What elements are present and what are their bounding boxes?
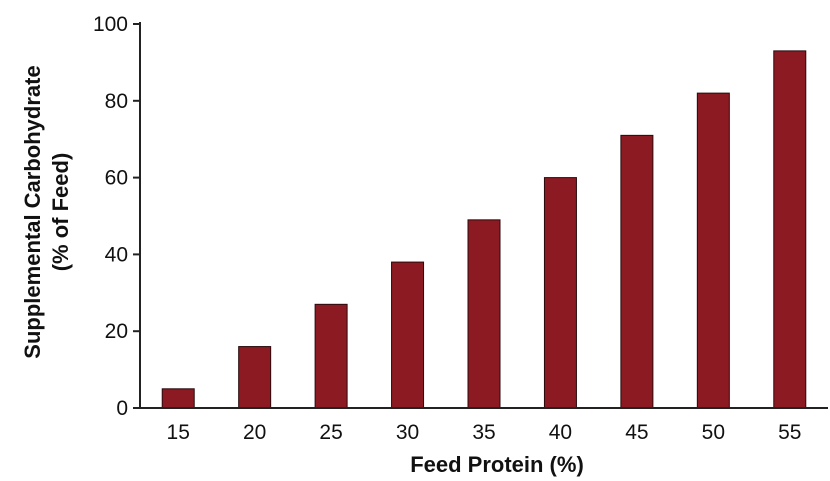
y-tick-label: 100 — [93, 13, 128, 36]
bar-50 — [696, 92, 730, 409]
x-tick-label: 35 — [472, 421, 495, 444]
bar-20 — [238, 346, 272, 409]
bar-40 — [543, 177, 577, 409]
y-ticks: 0 20 40 60 80 100 — [93, 13, 140, 420]
y-axis-title: Supplemental Carbohydrate (% of Feed) — [20, 65, 73, 358]
y-tick-label: 60 — [105, 167, 128, 190]
bar-45 — [620, 134, 654, 409]
x-tick-label: 55 — [778, 421, 801, 444]
y-tick-label: 40 — [105, 243, 128, 266]
x-ticks: 15 20 25 30 35 40 45 50 55 — [167, 421, 802, 444]
y-axis-title-line-2: (% of Feed) — [48, 153, 73, 272]
y-tick-label: 20 — [105, 320, 128, 343]
x-tick-label: 30 — [396, 421, 419, 444]
y-axis-title-line-1: Supplemental Carbohydrate — [20, 65, 45, 358]
x-tick-label: 25 — [319, 421, 342, 444]
bar-25 — [314, 303, 348, 409]
x-tick-label: 45 — [625, 421, 648, 444]
x-axis-title: Feed Protein (%) — [410, 452, 584, 477]
bar-30 — [391, 261, 425, 409]
x-tick-label: 20 — [243, 421, 266, 444]
y-tick-label: 0 — [116, 397, 128, 420]
x-tick-label: 15 — [167, 421, 190, 444]
bar-15 — [161, 388, 195, 409]
bar-55 — [773, 50, 807, 409]
bars — [161, 50, 807, 409]
axes — [139, 22, 828, 409]
x-tick-label: 40 — [549, 421, 572, 444]
bar-35 — [467, 219, 501, 409]
x-tick-label: 50 — [702, 421, 725, 444]
y-tick-label: 80 — [105, 90, 128, 113]
